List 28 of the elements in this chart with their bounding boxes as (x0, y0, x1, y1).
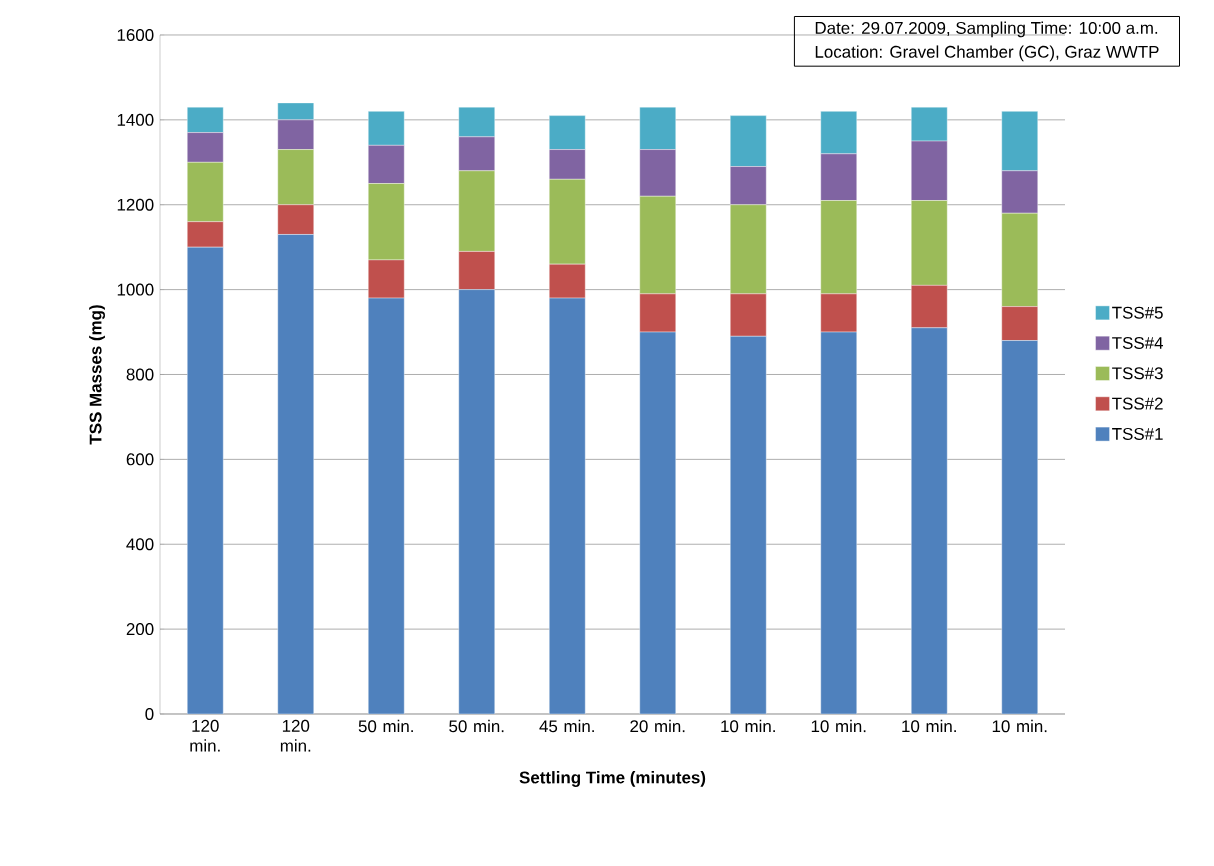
y-tick-label: 200 (126, 623, 154, 636)
x-tick-label: 10 min. (811, 719, 866, 733)
annotation: Date: 29.07.2009, Sampling Time: 10:00 a.m. (815, 21, 1158, 38)
x-tick-label: 10 min. (902, 719, 956, 733)
y-tick-label: 0 (145, 707, 154, 720)
x-tick-label: 20 min. (630, 719, 685, 733)
x-tick-label: 50 min. (449, 719, 504, 733)
legend-label: TSS#2 (1112, 397, 1163, 410)
x-tick-label: 10 min. (992, 719, 1047, 733)
y-tick-label: 1000 (117, 283, 154, 296)
legend-label: TSS#1 (1112, 427, 1163, 440)
legend-label: TSS#4 (1112, 337, 1164, 349)
y-tick-label: 1400 (117, 113, 154, 126)
y-tick-label: 1600 (117, 28, 154, 41)
y-tick-label: 400 (126, 538, 154, 551)
x-tick-label: 10 min. (721, 719, 775, 733)
annotation: Location: Gravel Chamber (GC), Graz WWTP (815, 45, 1159, 62)
y-tick-label: 1200 (117, 198, 154, 211)
x-tick-label: 50 min. (358, 719, 413, 733)
x-tick-label: 120 min. (190, 719, 220, 752)
y-axis-title: TSS Masses (mg) (89, 305, 105, 445)
legend-label: TSS#3 (1112, 367, 1163, 380)
y-tick-label: 800 (126, 368, 154, 381)
x-axis-title: Settling Time (minutes) (519, 771, 706, 787)
x-tick-label: 120 min. (280, 719, 311, 752)
legend-label: TSS#5 (1112, 306, 1163, 319)
x-tick-label: 45 min. (539, 719, 594, 733)
y-tick-label: 600 (126, 453, 154, 466)
